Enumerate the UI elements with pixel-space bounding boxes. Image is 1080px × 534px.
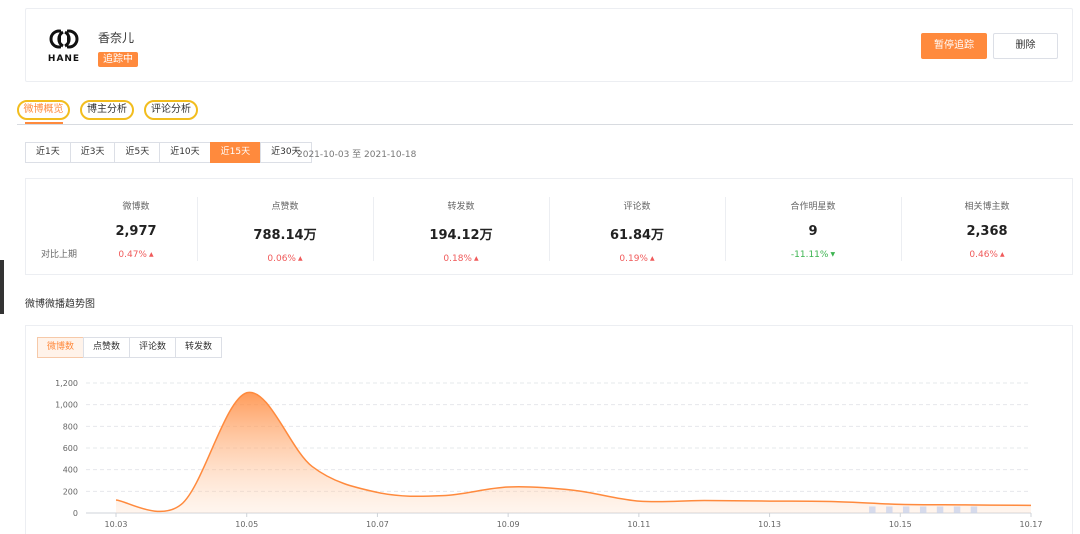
y-tick-label: 600 <box>63 444 78 453</box>
side-handle[interactable] <box>0 260 4 314</box>
data-point <box>180 503 182 505</box>
data-point <box>572 489 574 491</box>
stat-related-bloggers: 相关博主数 2,368 0.46% ▲ <box>902 197 1072 260</box>
watermark: ▪ ▪ ▪ ▪ ▪ ▪ ▪ <box>868 502 981 517</box>
series-line <box>115 391 1032 513</box>
trend-chart: 0 200 400 600 800 1,000 1,200 10.03 10.05 10.07 10… <box>55 379 1043 529</box>
data-point <box>311 465 313 467</box>
x-tick-label: 10.11 <box>627 520 650 529</box>
x-tick-label: 10.07 <box>366 520 389 529</box>
compare-label: 对比上期 <box>41 250 78 260</box>
metric-tab-comments[interactable]: 评论数 <box>129 337 177 358</box>
tab-weibo-overview[interactable]: 微博概览 <box>17 100 70 120</box>
stat-change: 0.18% ▲ <box>443 254 479 264</box>
stat-comments: 评论数 61.84万 0.19% ▲ <box>550 197 724 264</box>
data-point <box>1030 504 1032 506</box>
section-title: 微博微播趋势图 <box>25 299 95 310</box>
stat-value: 9 <box>808 224 818 239</box>
stat-change: -11.11% ▼ <box>790 250 836 260</box>
data-point <box>246 392 248 394</box>
brand-card: HANE 香奈儿 追踪中 暂停追踪 删除 <box>25 8 1073 82</box>
stat-divider <box>725 197 726 261</box>
range-10-days[interactable]: 近10天 <box>159 142 211 163</box>
data-point <box>834 500 836 502</box>
stat-label: 转发数 <box>447 202 475 212</box>
metric-tabs: 微博数 点赞数 评论数 转发数 <box>37 337 223 358</box>
stat-change: 0.47% ▲ <box>118 250 154 260</box>
stat-value: 2,977 <box>115 224 157 239</box>
data-point <box>115 499 117 501</box>
stat-label: 合作明星数 <box>790 202 836 212</box>
y-tick-label: 200 <box>63 487 78 496</box>
arrow-up-icon: ▲ <box>649 255 655 262</box>
x-tick-label: 10.09 <box>497 520 520 529</box>
pause-tracking-button[interactable]: 暂停追踪 <box>921 33 987 59</box>
x-tick-label: 10.03 <box>105 520 128 529</box>
arrow-down-icon: ▼ <box>830 251 836 258</box>
y-tick-label: 0 <box>73 509 78 518</box>
stat-label: 微博数 <box>122 202 150 212</box>
arrow-up-icon: ▲ <box>148 251 154 258</box>
stat-likes: 点赞数 788.14万 0.06% ▲ <box>198 197 372 264</box>
stat-value: 61.84万 <box>609 228 665 243</box>
stats-card: 对比上期 微博数 2,977 0.47% ▲ 点赞数 788.14万 0.06% ▲… <box>25 178 1073 275</box>
arrow-up-icon: ▲ <box>999 251 1005 258</box>
arrow-up-icon: ▲ <box>297 255 303 262</box>
x-tick-label: 10.05 <box>235 520 258 529</box>
stat-change: 0.06% ▲ <box>267 254 303 264</box>
brand-logo: HANE <box>48 29 80 64</box>
y-tick-label: 800 <box>63 422 78 431</box>
tab-comment-analysis[interactable]: 评论分析 <box>144 100 198 120</box>
analysis-tabs: 微博概览 博主分析 评论分析 <box>17 97 1073 125</box>
data-point <box>442 494 444 496</box>
range-30-days[interactable]: 近30天 <box>260 142 312 163</box>
stat-label: 相关博主数 <box>964 202 1010 212</box>
data-point <box>638 500 640 502</box>
logo-text: HANE <box>48 54 80 64</box>
series-area <box>116 392 1031 513</box>
y-tick-label: 1,200 <box>55 379 78 388</box>
data-point <box>703 499 705 501</box>
tab-blogger-analysis[interactable]: 博主分析 <box>80 100 134 120</box>
trend-chart-card: 微博数 点赞数 评论数 转发数 0 200 400 600 800 1,000 1,200 1… <box>25 325 1073 534</box>
data-point <box>768 500 770 502</box>
range-5-days[interactable]: 近5天 <box>114 142 161 163</box>
x-tick-label: 10.13 <box>758 520 781 529</box>
metric-tab-weibo[interactable]: 微博数 <box>37 337 85 358</box>
x-tick-label: 10.15 <box>889 520 912 529</box>
stat-value: 2,368 <box>966 224 1008 239</box>
delete-button[interactable]: 删除 <box>993 33 1058 59</box>
range-15-days[interactable]: 近15天 <box>209 142 262 163</box>
y-tick-label: 400 <box>63 466 78 475</box>
data-point <box>376 491 378 493</box>
stat-reposts: 转发数 194.12万 0.18% ▲ <box>374 197 548 264</box>
stat-weibo-count: 微博数 2,977 0.47% ▲ <box>76 197 196 260</box>
stat-divider <box>549 197 550 261</box>
stat-value: 194.12万 <box>429 228 493 243</box>
metric-tab-reposts[interactable]: 转发数 <box>175 337 223 358</box>
stat-divider <box>901 197 902 261</box>
stat-divider <box>373 197 374 261</box>
brand-name: 香奈儿 <box>98 31 135 45</box>
range-1-day[interactable]: 近1天 <box>25 142 71 163</box>
x-tick-label: 10.17 <box>1020 520 1043 529</box>
stat-change: 0.19% ▲ <box>619 254 655 264</box>
range-3-days[interactable]: 近3天 <box>69 142 116 163</box>
active-tab-indicator <box>25 122 63 124</box>
data-point <box>507 486 509 488</box>
stat-change: 0.46% ▲ <box>969 250 1005 260</box>
time-range-selector: 近1天 近3天 近5天 近10天 近15天 近30天 <box>25 142 312 163</box>
stat-label: 评论数 <box>623 202 651 212</box>
arrow-up-icon: ▲ <box>473 255 479 262</box>
status-badge: 追踪中 <box>98 52 138 67</box>
stat-value: 788.14万 <box>253 228 317 243</box>
metric-tab-likes[interactable]: 点赞数 <box>83 337 131 358</box>
stat-label: 点赞数 <box>271 202 299 212</box>
stat-celebrities: 合作明星数 9 -11.11% ▼ <box>726 197 900 260</box>
date-range-text: 2021-10-03 至 2021-10-18 <box>297 150 417 160</box>
y-tick-label: 1,000 <box>55 401 78 410</box>
stat-divider <box>197 197 198 261</box>
